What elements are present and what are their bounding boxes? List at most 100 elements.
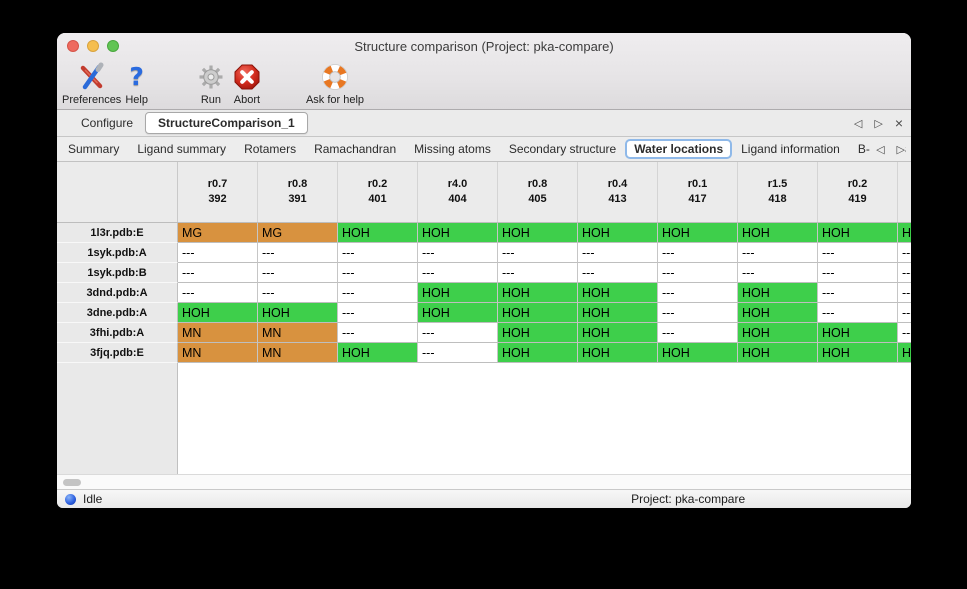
horizontal-scrollbar-thumb[interactable] — [63, 479, 81, 486]
table-cell[interactable]: --- — [898, 243, 911, 263]
preferences-button[interactable]: Preferences — [62, 61, 121, 106]
table-cell[interactable]: --- — [898, 303, 911, 323]
table-cell[interactable]: --- — [178, 263, 258, 283]
table-cell[interactable]: MN — [258, 323, 338, 343]
zoom-window-button[interactable] — [107, 40, 119, 52]
tab-ligand-summary[interactable]: Ligand summary — [137, 142, 227, 156]
table-cell[interactable]: --- — [418, 243, 498, 263]
table-cell[interactable]: --- — [338, 263, 418, 283]
table-cell[interactable]: --- — [818, 263, 898, 283]
table-cell[interactable]: MN — [178, 343, 258, 363]
table-cell[interactable]: --- — [738, 243, 818, 263]
table-cell[interactable]: HOH — [418, 283, 498, 303]
tab-ramachandran[interactable]: Ramachandran — [314, 142, 397, 156]
table-cell[interactable]: HOH — [498, 223, 578, 243]
table-cell[interactable]: HOH — [498, 323, 578, 343]
table-cell[interactable]: --- — [818, 243, 898, 263]
table-cell[interactable]: HOH — [258, 303, 338, 323]
table-cell[interactable]: --- — [578, 243, 658, 263]
tab-rotamers[interactable]: Rotamers — [244, 142, 297, 156]
table-cell[interactable]: HOH — [498, 343, 578, 363]
table-cell[interactable]: HOH — [418, 303, 498, 323]
table-cell[interactable]: HOH — [498, 283, 578, 303]
table-cell[interactable]: --- — [258, 263, 338, 283]
table-cell[interactable]: --- — [658, 323, 738, 343]
window-title: Structure comparison (Project: pka-compa… — [354, 38, 614, 54]
table-cell[interactable]: MN — [258, 343, 338, 363]
table-cell[interactable]: --- — [898, 323, 911, 343]
table-cell[interactable]: HOH — [898, 343, 911, 363]
run-button[interactable]: Run — [197, 61, 225, 106]
table-cell[interactable]: --- — [338, 243, 418, 263]
table-cell[interactable]: HOH — [738, 323, 818, 343]
table-cell[interactable]: HOH — [578, 223, 658, 243]
table-cell[interactable]: --- — [898, 283, 911, 303]
help-button[interactable]: ? Help — [125, 61, 148, 107]
view-tab-bar: Summary Ligand summary Rotamers Ramachan… — [57, 137, 911, 162]
table-cell[interactable]: HOH — [658, 343, 738, 363]
table-cell[interactable]: --- — [258, 243, 338, 263]
column-header: r1.5 418 — [738, 162, 818, 222]
table-cell[interactable]: --- — [738, 263, 818, 283]
table-cell[interactable]: --- — [258, 283, 338, 303]
table-cell[interactable]: MG — [258, 223, 338, 243]
tab-ligand-information[interactable]: Ligand information — [741, 142, 840, 156]
table-cell[interactable]: --- — [658, 263, 738, 283]
close-window-button[interactable] — [67, 40, 79, 52]
tab-secondary-structure[interactable]: Secondary structure — [508, 142, 617, 156]
table-cell[interactable]: HOH — [578, 303, 658, 323]
table-cell[interactable]: HOH — [178, 303, 258, 323]
table-cell[interactable]: --- — [178, 283, 258, 303]
table-cell[interactable]: --- — [578, 263, 658, 283]
tab-configure[interactable]: Configure — [81, 116, 134, 130]
tab-summary[interactable]: Summary — [68, 142, 120, 156]
table-cell[interactable]: --- — [418, 263, 498, 283]
table-cell[interactable]: HOH — [338, 223, 418, 243]
table-cell[interactable]: --- — [418, 323, 498, 343]
table-cell[interactable]: --- — [338, 303, 418, 323]
table-cell[interactable]: --- — [338, 283, 418, 303]
table-cell[interactable]: HOH — [658, 223, 738, 243]
table-cell[interactable]: MN — [178, 323, 258, 343]
traffic-lights — [67, 40, 119, 52]
table-cell[interactable]: --- — [658, 283, 738, 303]
table-cell[interactable]: --- — [418, 343, 498, 363]
table-cell[interactable]: --- — [338, 323, 418, 343]
table-cell[interactable]: --- — [498, 263, 578, 283]
horizontal-scrollbar[interactable] — [57, 474, 911, 489]
table-cell[interactable]: HOH — [738, 223, 818, 243]
table-cell[interactable]: --- — [818, 303, 898, 323]
view-tab-scroll-left-icon[interactable]: ◁ — [876, 142, 885, 156]
table-cell[interactable]: --- — [898, 263, 911, 283]
table-cell[interactable]: HOH — [738, 283, 818, 303]
table-cell[interactable]: HOH — [818, 223, 898, 243]
tab-scroll-right-icon[interactable]: ▷ — [874, 116, 883, 130]
table-cell[interactable]: --- — [658, 243, 738, 263]
table-cell[interactable]: HOH — [578, 343, 658, 363]
tab-water-locations[interactable]: Water locations — [625, 139, 733, 159]
table-cell[interactable]: --- — [658, 303, 738, 323]
abort-button[interactable]: Abort — [233, 61, 261, 106]
table-cell[interactable]: HOH — [418, 223, 498, 243]
table-cell[interactable]: HOH — [338, 343, 418, 363]
close-tab-icon[interactable]: × — [894, 114, 903, 131]
ask-for-help-button[interactable]: Ask for help — [306, 61, 364, 106]
table-cell[interactable]: HOH — [578, 283, 658, 303]
help-label: Help — [125, 94, 148, 106]
view-tab-scroll-right-icon[interactable]: ▷ — [896, 142, 905, 156]
table-cell[interactable]: MG — [178, 223, 258, 243]
table-cell[interactable]: HOH — [738, 343, 818, 363]
minimize-window-button[interactable] — [87, 40, 99, 52]
table-cell[interactable]: HOH — [818, 343, 898, 363]
table-cell[interactable]: HOH — [738, 303, 818, 323]
tab-scroll-left-icon[interactable]: ◁ — [853, 116, 863, 130]
table-cell[interactable]: --- — [498, 243, 578, 263]
table-cell[interactable]: HOH — [578, 323, 658, 343]
table-cell[interactable]: HOH — [898, 223, 911, 243]
table-cell[interactable]: HOH — [818, 323, 898, 343]
table-cell[interactable]: --- — [178, 243, 258, 263]
table-cell[interactable]: HOH — [498, 303, 578, 323]
tab-structure-comparison-1[interactable]: StructureComparison_1 — [145, 112, 308, 134]
tab-missing-atoms[interactable]: Missing atoms — [414, 142, 491, 156]
table-cell[interactable]: --- — [818, 283, 898, 303]
